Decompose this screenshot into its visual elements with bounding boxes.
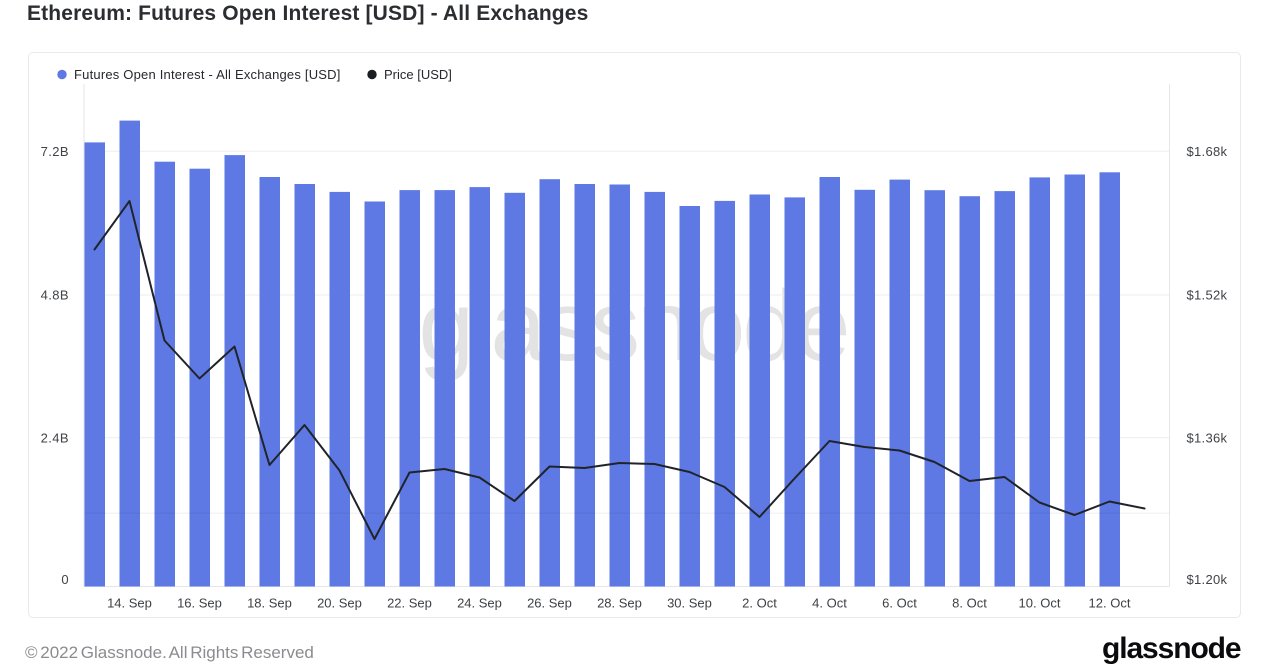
svg-text:6. Oct: 6. Oct xyxy=(882,596,917,611)
svg-text:glassnode: glassnode xyxy=(419,270,848,382)
svg-text:2. Oct: 2. Oct xyxy=(742,596,777,611)
svg-text:2.4B: 2.4B xyxy=(41,430,69,445)
svg-text:28. Sep: 28. Sep xyxy=(597,596,642,611)
svg-text:$1.68k: $1.68k xyxy=(1187,144,1228,159)
svg-text:22. Sep: 22. Sep xyxy=(387,596,432,611)
svg-text:20. Sep: 20. Sep xyxy=(317,596,362,611)
svg-text:18. Sep: 18. Sep xyxy=(247,596,292,611)
svg-text:Futures Open Interest - All Ex: Futures Open Interest - All Exchanges [U… xyxy=(74,67,341,82)
svg-text:Price [USD]: Price [USD] xyxy=(384,67,452,82)
svg-text:26. Sep: 26. Sep xyxy=(527,596,572,611)
svg-text:12. Oct: 12. Oct xyxy=(1089,596,1131,611)
svg-text:4.8B: 4.8B xyxy=(41,288,69,303)
svg-text:14. Sep: 14. Sep xyxy=(107,596,152,611)
svg-text:4. Oct: 4. Oct xyxy=(812,596,847,611)
svg-text:$1.52k: $1.52k xyxy=(1187,288,1228,303)
svg-text:$1.20k: $1.20k xyxy=(1187,572,1228,587)
svg-text:30. Sep: 30. Sep xyxy=(667,596,712,611)
svg-text:0: 0 xyxy=(61,572,69,587)
svg-text:10. Oct: 10. Oct xyxy=(1019,596,1061,611)
svg-text:$1.36k: $1.36k xyxy=(1187,430,1228,445)
svg-text:24. Sep: 24. Sep xyxy=(457,596,502,611)
svg-text:16. Sep: 16. Sep xyxy=(177,596,222,611)
svg-text:7.2B: 7.2B xyxy=(41,144,69,159)
svg-text:8. Oct: 8. Oct xyxy=(952,596,987,611)
